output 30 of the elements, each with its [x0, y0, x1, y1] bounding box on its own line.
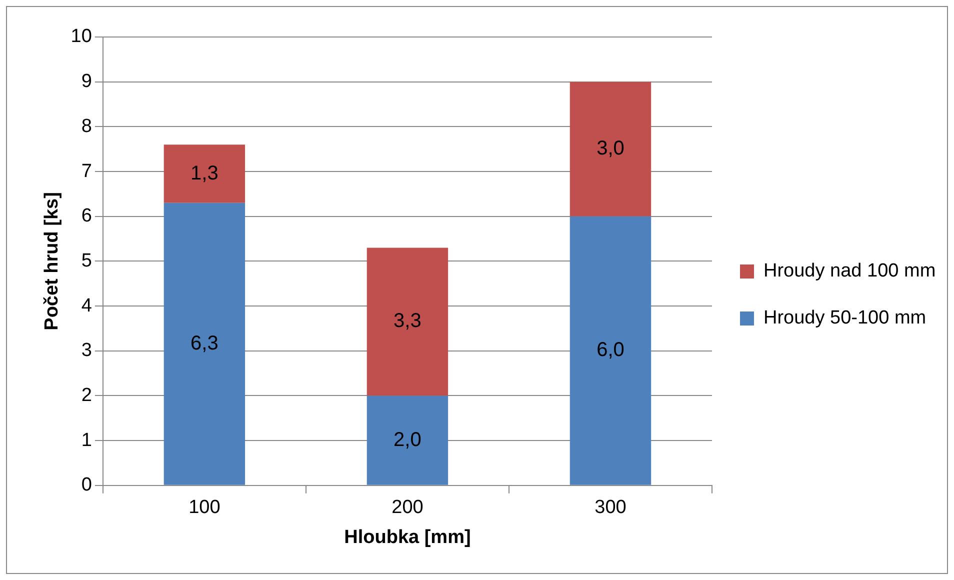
y-tick-label: 6	[81, 206, 92, 227]
bar	[570, 82, 652, 216]
data-label: 6,3	[190, 332, 218, 354]
legend-label: Hroudy 50-100 mm	[764, 308, 926, 329]
data-label: 2,0	[394, 428, 422, 451]
y-tick-label: 8	[81, 116, 92, 137]
bar	[570, 216, 652, 485]
data-label: 1,3	[190, 162, 218, 184]
y-tick-label: 4	[81, 295, 92, 316]
y-tick-label: 0	[81, 474, 92, 496]
y-tick-label: 1	[81, 430, 92, 451]
data-label: 3,0	[596, 138, 624, 160]
y-tick-label: 3	[81, 340, 92, 362]
data-label: 6,0	[596, 339, 624, 362]
bar	[366, 248, 448, 396]
legend-label: Hroudy nad 100 mm	[764, 260, 936, 282]
y-tick-label: 9	[81, 71, 92, 92]
data-label: 3,3	[394, 310, 422, 332]
y-tick-label: 2	[81, 384, 92, 406]
y-tick-label: 10	[70, 26, 92, 48]
x-tick-label: 200	[392, 497, 424, 518]
y-axis-title: Počet hrud [ks]	[42, 192, 63, 330]
y-tick-label: 5	[81, 250, 92, 272]
x-tick-label: 100	[188, 497, 220, 518]
bar	[164, 202, 246, 485]
y-tick-label: 7	[81, 160, 92, 182]
x-axis-title: Hloubka [mm]	[344, 526, 471, 548]
bar	[366, 396, 448, 485]
x-tick-label: 300	[594, 497, 626, 518]
bar	[164, 144, 246, 203]
